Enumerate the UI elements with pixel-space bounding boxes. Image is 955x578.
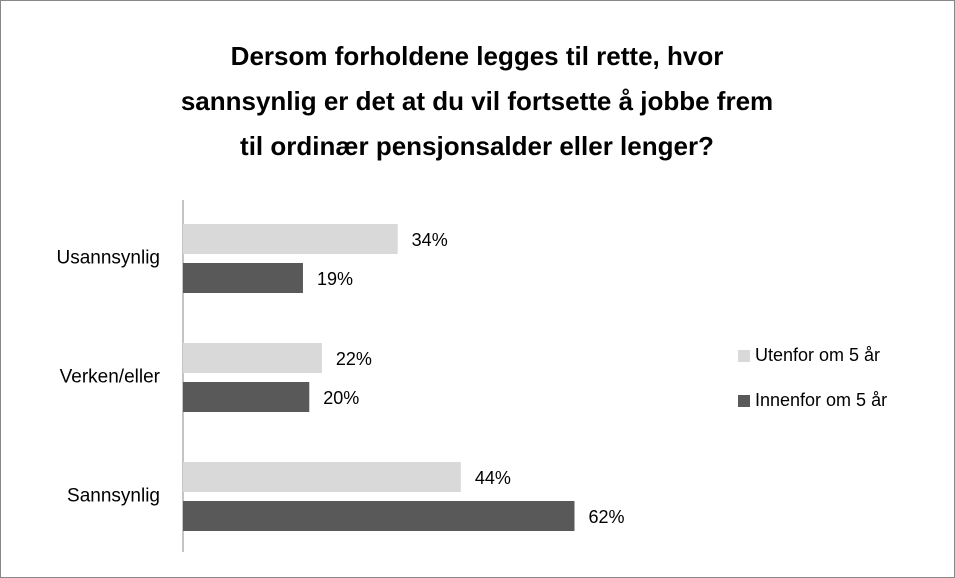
- chart-title: sannsynlig er det at du vil fortsette å …: [181, 86, 773, 116]
- chart-title: Dersom forholdene legges til rette, hvor: [231, 41, 724, 71]
- bar: [183, 501, 575, 531]
- value-label: 19%: [317, 269, 353, 289]
- legend-swatch: [738, 350, 750, 362]
- category-label: Sannsynlig: [67, 486, 160, 507]
- bar: [183, 343, 322, 373]
- legend-label: Utenfor om 5 år: [755, 345, 880, 365]
- chart-title: til ordinær pensjonsalder eller lenger?: [240, 131, 714, 161]
- bar: [183, 382, 310, 412]
- bar: [183, 462, 461, 492]
- bar: [183, 224, 398, 254]
- category-label: Verken/eller: [60, 367, 161, 388]
- value-label: 22%: [336, 349, 372, 369]
- value-label: 44%: [475, 468, 511, 488]
- value-label: 20%: [323, 388, 359, 408]
- legend-swatch: [738, 395, 750, 407]
- value-label: 62%: [588, 507, 624, 527]
- category-label: Usannsynlig: [57, 248, 161, 269]
- value-label: 34%: [412, 230, 448, 250]
- bar: [183, 263, 303, 293]
- legend-label: Innenfor om 5 år: [755, 390, 887, 410]
